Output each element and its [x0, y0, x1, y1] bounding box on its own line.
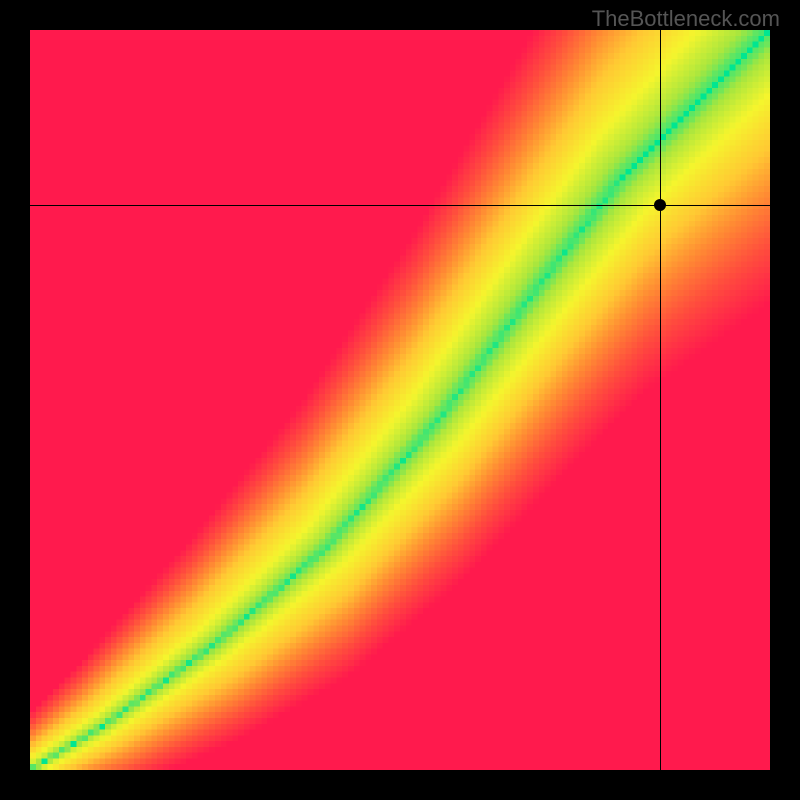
heatmap-canvas: [30, 30, 770, 770]
bottleneck-heatmap: [30, 30, 770, 770]
crosshair-marker: [654, 199, 666, 211]
crosshair-vertical: [660, 30, 661, 770]
attribution-text: TheBottleneck.com: [592, 6, 780, 32]
